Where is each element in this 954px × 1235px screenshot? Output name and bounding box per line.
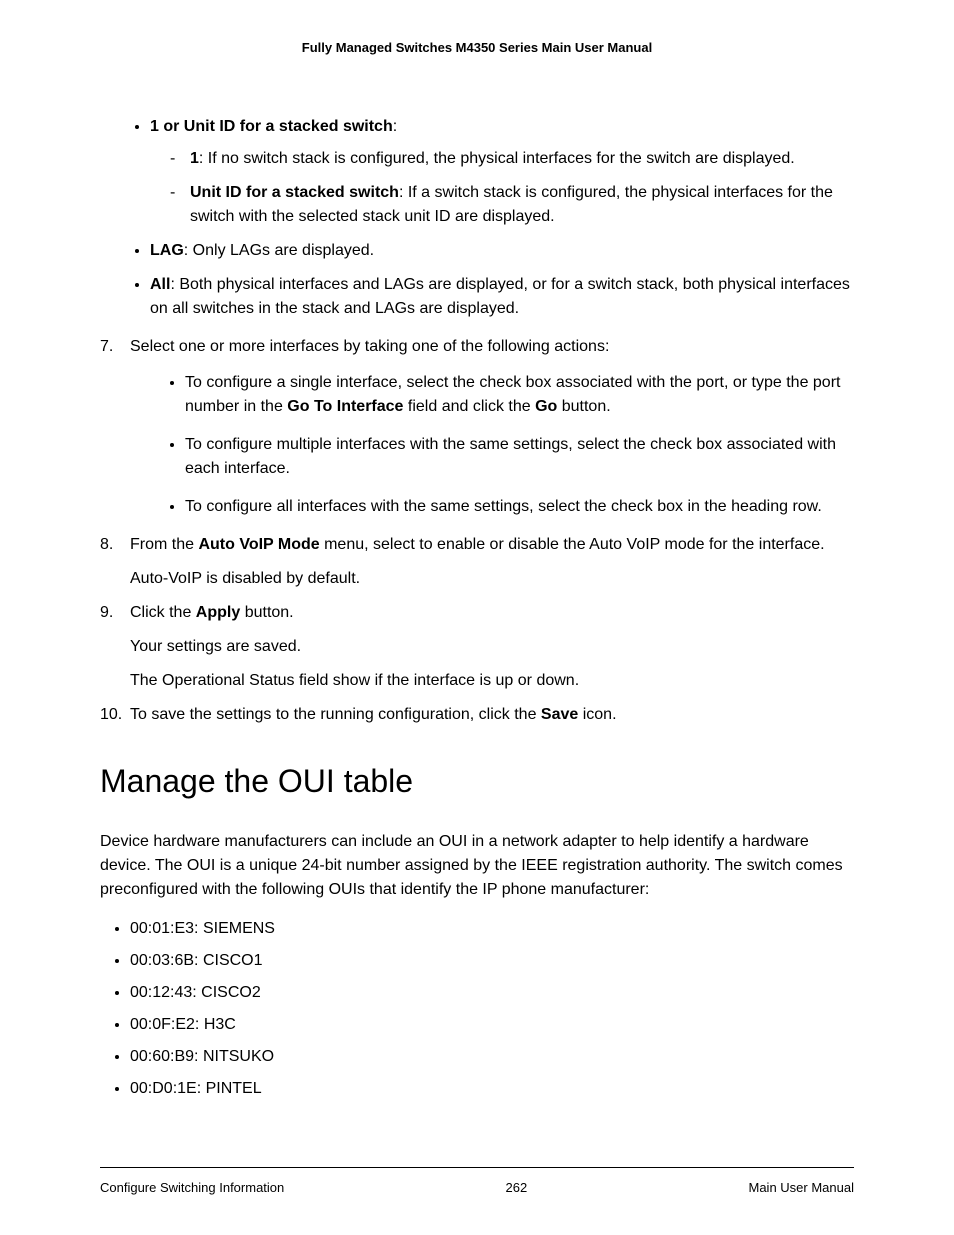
oui-item-cisco2: 00:12:43: CISCO2 (130, 981, 854, 1005)
footer-page-number: 262 (506, 1180, 528, 1195)
oui-item-siemens: 00:01:E3: SIEMENS (130, 917, 854, 941)
dash-bold: Unit ID for a stacked switch (190, 184, 399, 201)
step-9: 9. Click the Apply button. Your settings… (100, 601, 854, 693)
bullet-bold: All (150, 276, 170, 293)
text-part: menu, select to enable or disable the Au… (320, 536, 825, 553)
step-number: 10. (100, 703, 122, 727)
oui-item-nitsuko: 00:60:B9: NITSUKO (130, 1045, 854, 1069)
step-9-para1: Your settings are saved. (130, 635, 854, 659)
header-title: Fully Managed Switches M4350 Series Main… (100, 40, 854, 55)
text-part: field and click the (403, 398, 535, 415)
text-part: button. (557, 398, 610, 415)
bullet-text: : Both physical interfaces and LAGs are … (150, 276, 850, 317)
text-part: button. (240, 604, 293, 621)
step-10: 10. To save the settings to the running … (100, 703, 854, 727)
bullet-text: : Only LAGs are displayed. (184, 242, 374, 259)
text-part: Click the (130, 604, 196, 621)
step-number: 9. (100, 601, 113, 625)
step-8: 8. From the Auto VoIP Mode menu, select … (100, 533, 854, 591)
text-part: To save the settings to the running conf… (130, 706, 541, 723)
bullet-heading: 1 or Unit ID for a stacked switch (150, 118, 393, 135)
intro-bullet-list: 1 or Unit ID for a stacked switch: 1: If… (150, 115, 854, 321)
dash-item-1: 1: If no switch stack is configured, the… (170, 147, 854, 171)
bullet-bold: LAG (150, 242, 184, 259)
dash-bold: 1 (190, 150, 199, 167)
bullet-item-all: All: Both physical interfaces and LAGs a… (150, 273, 854, 321)
section-intro-para: Device hardware manufacturers can includ… (100, 830, 854, 902)
inner-dash-list: 1: If no switch stack is configured, the… (170, 147, 854, 229)
section-heading-oui: Manage the OUI table (100, 757, 854, 805)
step-number: 7. (100, 335, 113, 359)
bold-part: Go To Interface (287, 398, 403, 415)
dash-text: : If no switch stack is configured, the … (199, 150, 795, 167)
page-content: 1 or Unit ID for a stacked switch: 1: If… (100, 115, 854, 1101)
bold-part: Auto VoIP Mode (198, 536, 319, 553)
oui-item-cisco1: 00:03:6B: CISCO1 (130, 949, 854, 973)
step-number: 8. (100, 533, 113, 557)
footer-left: Configure Switching Information (100, 1180, 284, 1195)
step-7-bullet-1: To configure a single interface, select … (185, 371, 854, 419)
bullet-item-unit-id: 1 or Unit ID for a stacked switch: 1: If… (150, 115, 854, 229)
step-9-para2: The Operational Status field show if the… (130, 669, 854, 693)
bold-part: Apply (196, 604, 240, 621)
bold-part: Save (541, 706, 578, 723)
step-7-bullets: To configure a single interface, select … (185, 371, 854, 519)
numbered-steps: 7. Select one or more interfaces by taki… (100, 335, 854, 727)
dash-item-unit-id: Unit ID for a stacked switch: If a switc… (170, 181, 854, 229)
oui-list: 00:01:E3: SIEMENS 00:03:6B: CISCO1 00:12… (130, 917, 854, 1101)
bold-part: Go (535, 398, 557, 415)
oui-item-pintel: 00:D0:1E: PINTEL (130, 1077, 854, 1101)
text-part: From the (130, 536, 198, 553)
bullet-item-lag: LAG: Only LAGs are displayed. (150, 239, 854, 263)
footer-right: Main User Manual (749, 1180, 855, 1195)
step-8-para: Auto-VoIP is disabled by default. (130, 567, 854, 591)
step-text: Select one or more interfaces by taking … (130, 338, 609, 355)
oui-item-h3c: 00:0F:E2: H3C (130, 1013, 854, 1037)
step-7: 7. Select one or more interfaces by taki… (100, 335, 854, 519)
text-part: icon. (578, 706, 616, 723)
page-footer: Configure Switching Information 262 Main… (100, 1167, 854, 1195)
step-7-bullet-2: To configure multiple interfaces with th… (185, 433, 854, 481)
colon: : (393, 118, 397, 135)
step-7-bullet-3: To configure all interfaces with the sam… (185, 495, 854, 519)
